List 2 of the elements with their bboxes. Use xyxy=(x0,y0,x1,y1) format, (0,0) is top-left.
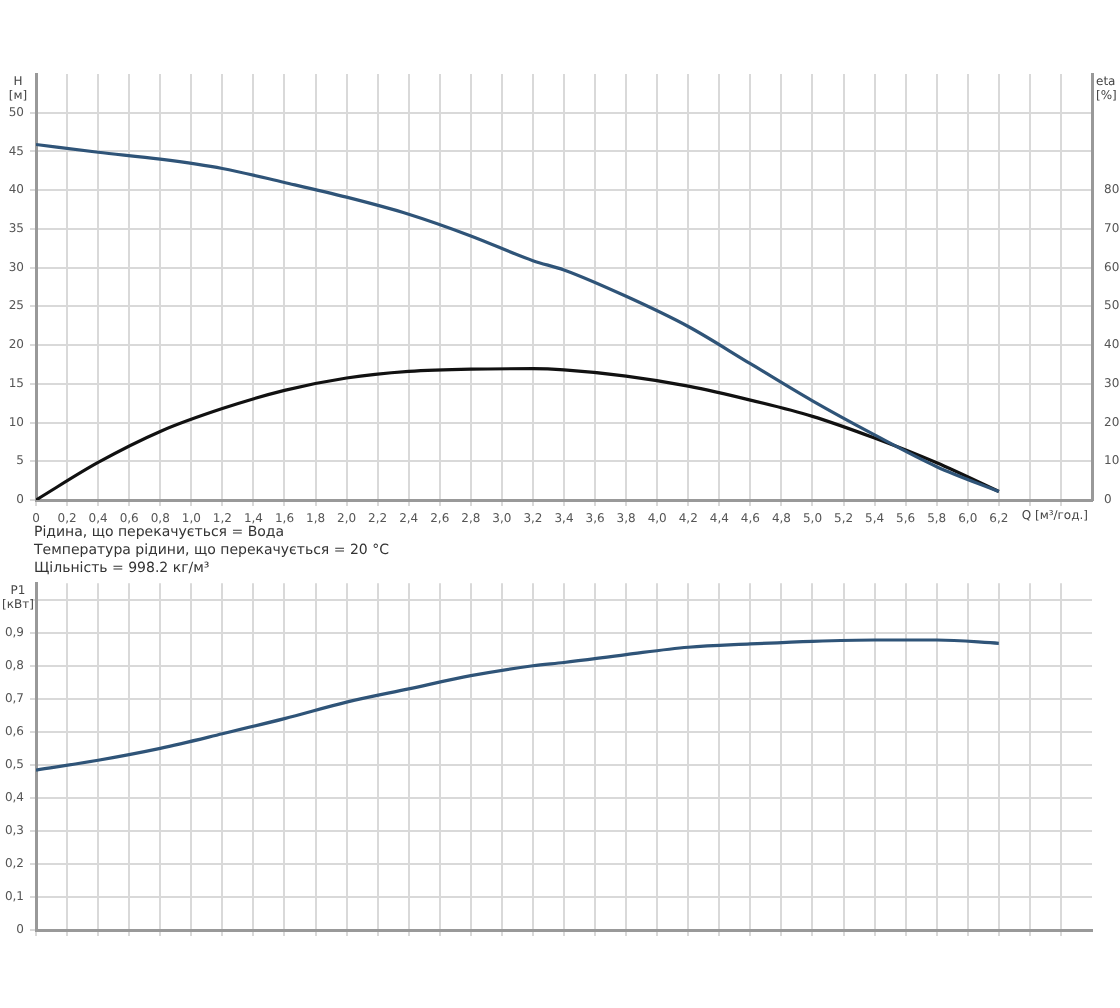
line-series xyxy=(36,638,1001,772)
line-series xyxy=(36,142,1001,494)
